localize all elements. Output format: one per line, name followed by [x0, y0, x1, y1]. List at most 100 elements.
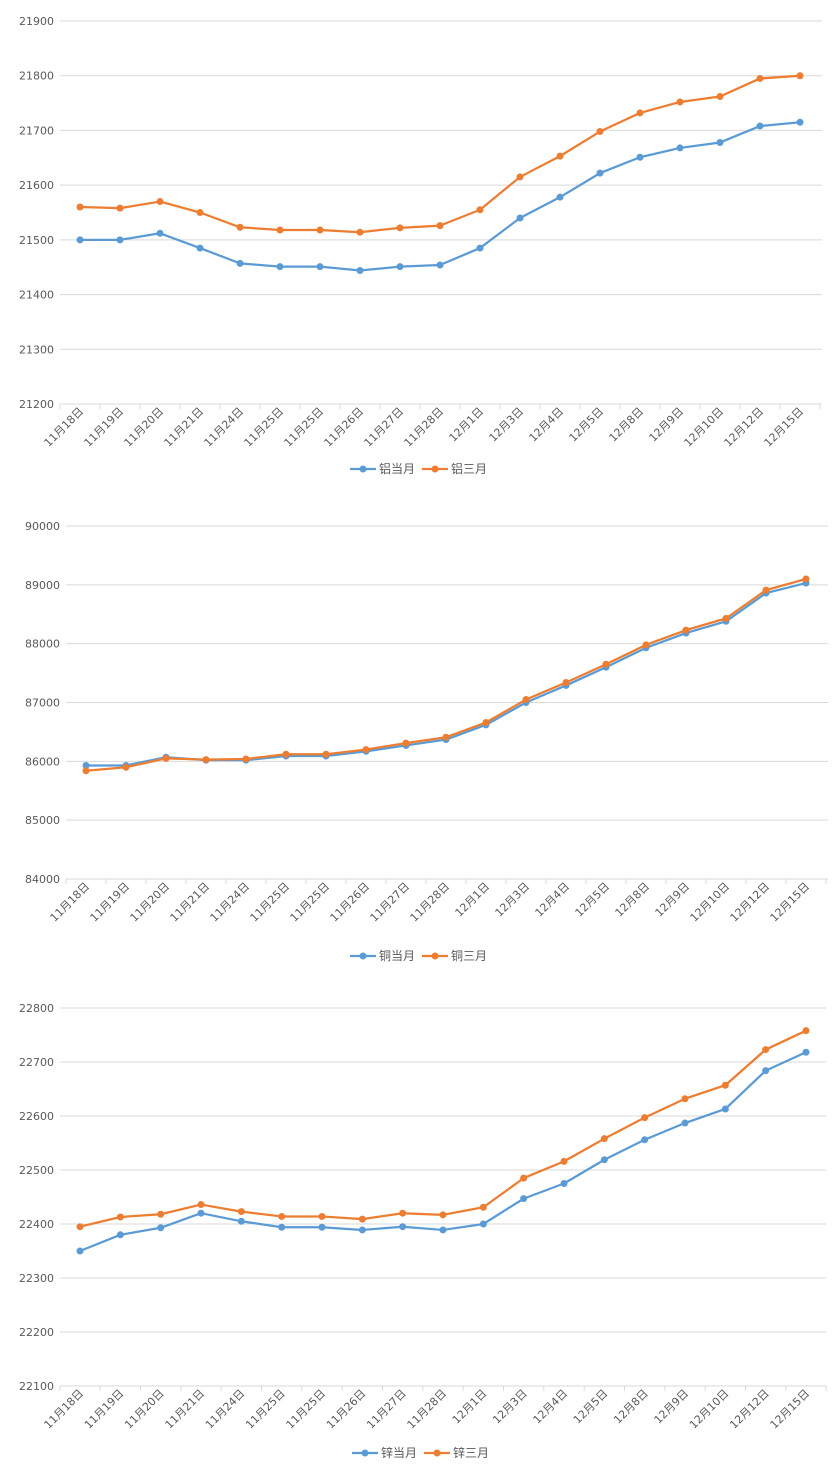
zinc-y-tick-label: 22500 — [19, 1164, 54, 1177]
copper-x-tick-label: 12月15日 — [768, 880, 813, 925]
aluminum-x-tick-label: 12月5日 — [567, 405, 607, 445]
aluminum-data-point — [636, 109, 644, 117]
aluminum-data-point — [636, 153, 644, 161]
aluminum-data-point — [676, 144, 684, 152]
aluminum-data-point — [756, 74, 764, 82]
zinc-chart-svg: 22100 22200 22300 22400 22500 22600 22700 22800… — [19, 1002, 827, 1460]
copper-y-tick-label: 88000 — [25, 638, 60, 651]
copper-data-point — [602, 660, 610, 668]
copper-data-point — [642, 641, 650, 649]
copper-data-point — [682, 626, 690, 634]
zinc-data-point — [762, 1046, 770, 1054]
aluminum-data-point — [796, 118, 804, 126]
zinc-chart: 22100 22200 22300 22400 22500 22600 22700 22800… — [0, 975, 832, 1472]
aluminum-x-tick-label: 11月19日 — [82, 405, 127, 450]
aluminum-data-point — [116, 204, 124, 212]
copper-data-point — [402, 739, 410, 747]
copper-legend-label: 铜当月 — [379, 948, 415, 963]
aluminum-data-point — [236, 259, 244, 267]
zinc-x-tick-label: 12月1日 — [450, 1387, 490, 1427]
aluminum-x-tick-label: 11月26日 — [322, 405, 367, 450]
aluminum-data-point — [716, 93, 724, 101]
copper-y-tick-label: 90000 — [25, 520, 60, 533]
copper-data-point — [242, 755, 250, 763]
zinc-x-tick-label: 11月27日 — [364, 1387, 409, 1432]
aluminum-data-point — [236, 223, 244, 231]
aluminum-data-point — [316, 226, 324, 234]
copper-x-tick-label: 11月20日 — [128, 880, 173, 925]
zinc-x-tick-label: 11月25日 — [243, 1387, 288, 1432]
aluminum-data-point — [716, 138, 724, 146]
zinc-data-point — [157, 1210, 165, 1218]
zinc-x-tick-label: 12月8日 — [611, 1387, 651, 1427]
aluminum-data-point — [396, 224, 404, 232]
aluminum-data-point — [436, 261, 444, 269]
aluminum-chart: 21200 21300 21400 21500 21600 21700 21800 21900… — [0, 0, 832, 490]
aluminum-data-point — [316, 263, 324, 271]
zinc-y-tick-label: 22400 — [19, 1218, 54, 1231]
aluminum-y-tick-label: 21500 — [19, 234, 54, 247]
aluminum-x-tick-label: 12月15日 — [762, 405, 807, 450]
aluminum-data-point — [796, 72, 804, 80]
aluminum-data-point — [156, 229, 164, 237]
zinc-series-line-three-month — [78, 1029, 808, 1228]
zinc-data-point — [600, 1156, 608, 1164]
zinc-x-tick-label: 12月5日 — [571, 1387, 611, 1427]
aluminum-x-tick-label: 11月21日 — [162, 405, 207, 450]
aluminum-data-point — [756, 122, 764, 130]
aluminum-series-line-current — [78, 121, 802, 272]
aluminum-data-point — [276, 263, 284, 271]
aluminum-data-point — [356, 228, 364, 236]
zinc-x-tick-label: 12月9日 — [652, 1387, 692, 1427]
zinc-y-tick-label: 22700 — [19, 1056, 54, 1069]
zinc-x-tick-label: 12月15日 — [768, 1387, 813, 1432]
zinc-data-point — [76, 1247, 84, 1255]
zinc-y-tick-label: 22200 — [19, 1326, 54, 1339]
copper-x-tick-label: 12月8日 — [613, 880, 653, 920]
zinc-x-tick-label: 11月18日 — [42, 1387, 87, 1432]
aluminum-y-tick-label: 21200 — [19, 398, 54, 411]
copper-data-point — [522, 696, 530, 704]
aluminum-x-tick-label: 11月25日 — [282, 405, 327, 450]
zinc-x-tick-label: 12月3日 — [490, 1387, 530, 1427]
zinc-legend-label: 锌三月 — [453, 1446, 489, 1460]
copper-y-tick-label: 85000 — [25, 814, 60, 827]
aluminum-legend-marker — [359, 465, 367, 473]
aluminum-data-point — [356, 266, 364, 274]
copper-x-tick-label: 11月19日 — [88, 880, 133, 925]
aluminum-y-tick-label: 21900 — [19, 15, 54, 28]
copper-data-point — [562, 678, 570, 686]
zinc-y-tick-label: 22100 — [19, 1380, 54, 1393]
aluminum-series-line-three-month — [78, 74, 802, 234]
aluminum-data-point — [516, 173, 524, 181]
zinc-data-point — [318, 1223, 326, 1231]
zinc-x-tick-label: 11月26日 — [324, 1387, 369, 1432]
zinc-data-point — [278, 1223, 286, 1231]
copper-data-point — [442, 733, 450, 741]
zinc-data-point — [802, 1048, 810, 1056]
copper-x-tick-label: 11月21日 — [168, 880, 213, 925]
aluminum-x-tick-label: 11月25日 — [242, 405, 287, 450]
zinc-x-tick-label: 11月28日 — [405, 1387, 450, 1432]
copper-x-tick-label: 12月12日 — [728, 880, 773, 925]
zinc-data-point — [641, 1136, 649, 1144]
copper-x-tick-label: 12月4日 — [533, 880, 573, 920]
zinc-data-point — [479, 1220, 487, 1228]
aluminum-data-point — [516, 214, 524, 222]
copper-x-tick-label: 12月10日 — [688, 880, 733, 925]
zinc-data-point — [520, 1195, 528, 1203]
zinc-x-tick-label: 12月4日 — [531, 1387, 571, 1427]
copper-chart: 84000 85000 86000 87000 88000 89000 90000 11月18… — [0, 490, 832, 975]
copper-data-point — [82, 767, 90, 775]
aluminum-x-tick-label: 12月12日 — [722, 405, 767, 450]
zinc-data-point — [237, 1208, 245, 1216]
copper-x-tick-label: 12月1日 — [453, 880, 493, 920]
zinc-x-tick-label: 11月25日 — [284, 1387, 329, 1432]
zinc-data-point — [479, 1203, 487, 1211]
copper-y-tick-label: 84000 — [25, 873, 60, 886]
zinc-data-point — [237, 1217, 245, 1225]
copper-data-point — [802, 575, 810, 583]
aluminum-legend-label: 铝三月 — [451, 461, 487, 476]
copper-x-tick-label: 11月25日 — [248, 880, 293, 925]
copper-y-tick-label: 89000 — [25, 579, 60, 592]
